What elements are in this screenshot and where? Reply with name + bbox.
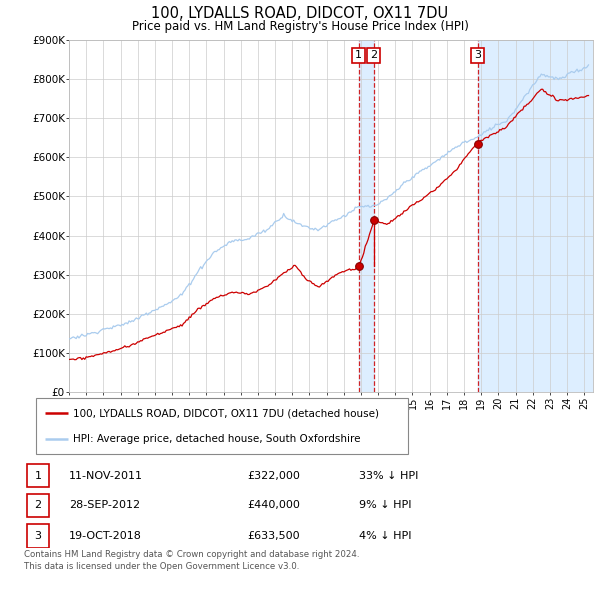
Text: 33% ↓ HPI: 33% ↓ HPI (359, 471, 418, 481)
Text: 2: 2 (34, 500, 41, 510)
Text: Contains HM Land Registry data © Crown copyright and database right 2024.: Contains HM Land Registry data © Crown c… (24, 550, 359, 559)
Text: HPI: Average price, detached house, South Oxfordshire: HPI: Average price, detached house, Sout… (73, 434, 361, 444)
Text: £633,500: £633,500 (247, 531, 300, 541)
Text: 4% ↓ HPI: 4% ↓ HPI (359, 531, 412, 541)
Text: 9% ↓ HPI: 9% ↓ HPI (359, 500, 412, 510)
FancyBboxPatch shape (27, 524, 49, 548)
Text: 19-OCT-2018: 19-OCT-2018 (68, 531, 142, 541)
Text: Price paid vs. HM Land Registry's House Price Index (HPI): Price paid vs. HM Land Registry's House … (131, 20, 469, 33)
Bar (359, 40, 374, 392)
FancyBboxPatch shape (27, 494, 49, 517)
Text: 100, LYDALLS ROAD, DIDCOT, OX11 7DU (detached house): 100, LYDALLS ROAD, DIDCOT, OX11 7DU (det… (73, 408, 379, 418)
Bar (478, 40, 593, 392)
Text: 1: 1 (34, 471, 41, 481)
Text: £440,000: £440,000 (247, 500, 300, 510)
Text: 11-NOV-2011: 11-NOV-2011 (68, 471, 143, 481)
FancyBboxPatch shape (27, 464, 49, 487)
Text: 3: 3 (34, 531, 41, 541)
Text: 28-SEP-2012: 28-SEP-2012 (68, 500, 140, 510)
Text: This data is licensed under the Open Government Licence v3.0.: This data is licensed under the Open Gov… (24, 562, 299, 571)
Text: £322,000: £322,000 (247, 471, 300, 481)
Text: 1: 1 (355, 50, 362, 60)
Text: 3: 3 (474, 50, 481, 60)
Text: 2: 2 (370, 50, 377, 60)
Text: 100, LYDALLS ROAD, DIDCOT, OX11 7DU: 100, LYDALLS ROAD, DIDCOT, OX11 7DU (151, 6, 449, 21)
